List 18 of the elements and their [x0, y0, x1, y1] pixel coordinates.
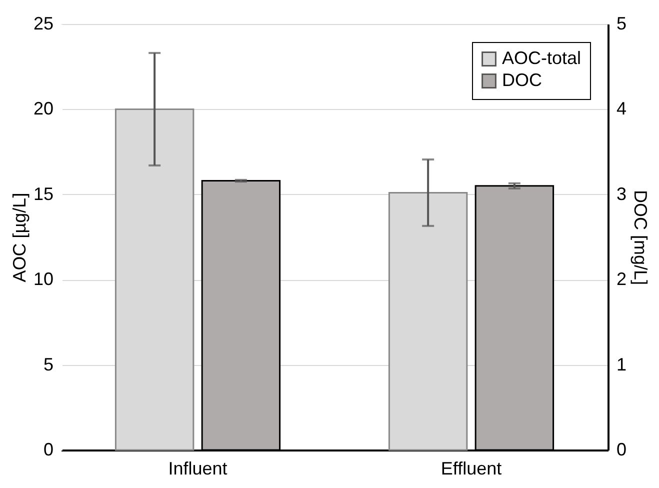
- y2-tick-label: 4: [616, 98, 627, 119]
- y-axis-title: AOC [µg/L]: [9, 192, 30, 282]
- y2-tick-label: 2: [616, 269, 627, 290]
- y-tick-label: 0: [43, 440, 54, 460]
- x-tick-label: Effluent: [440, 458, 502, 478]
- legend-label: AOC-total: [502, 48, 582, 68]
- y-tick-label: 5: [43, 354, 54, 374]
- y-tick-label: 15: [33, 184, 54, 204]
- y2-tick-label: 3: [616, 184, 627, 204]
- y-tick-label: 25: [33, 14, 54, 34]
- y-tick-label: 20: [33, 98, 54, 119]
- y2-tick-label: 1: [616, 354, 627, 374]
- y-tick-label: 10: [33, 269, 54, 290]
- y2-tick-label: 0: [616, 440, 627, 460]
- y2-axis-title: DOC [mg/L]: [630, 190, 651, 286]
- y2-tick-label: 5: [616, 14, 627, 34]
- x-tick-label: Influent: [168, 458, 228, 478]
- legend-label: DOC: [502, 70, 542, 90]
